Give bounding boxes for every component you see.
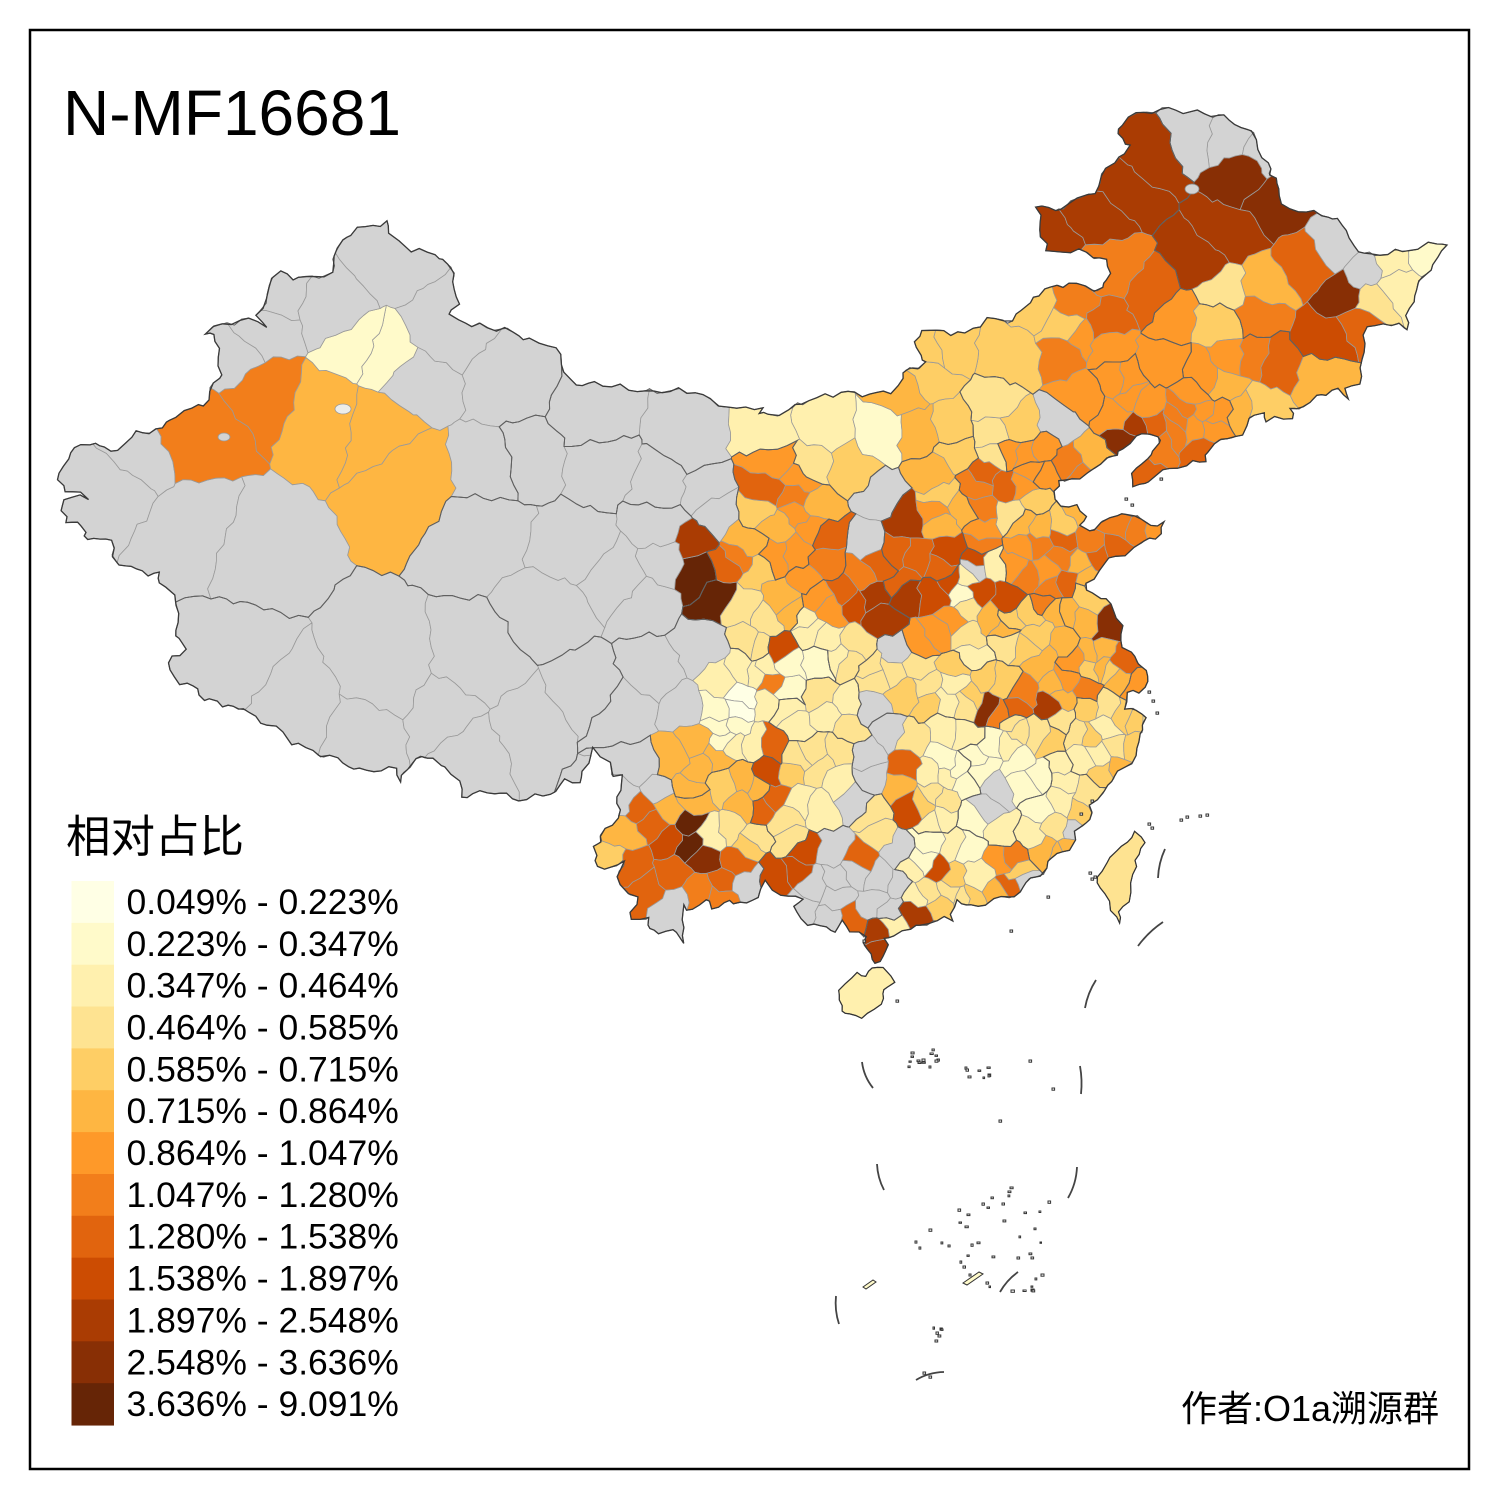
svg-text:0.585% - 0.715%: 0.585% - 0.715% <box>127 1049 399 1089</box>
svg-text:2.548% - 3.636%: 2.548% - 3.636% <box>127 1342 399 1382</box>
svg-text:1.280% - 1.538%: 1.280% - 1.538% <box>127 1217 399 1257</box>
svg-text:1.047% - 1.280%: 1.047% - 1.280% <box>127 1175 399 1215</box>
svg-text:0.049% - 0.223%: 0.049% - 0.223% <box>127 882 399 922</box>
svg-text:0.223% - 0.347%: 0.223% - 0.347% <box>127 924 399 964</box>
svg-text:0.464% - 0.585%: 0.464% - 0.585% <box>127 1008 399 1048</box>
svg-text:相对占比: 相对占比 <box>66 813 244 862</box>
svg-text:作者:O1a溯源群: 作者:O1a溯源群 <box>1181 1388 1439 1429</box>
svg-text:0.347% - 0.464%: 0.347% - 0.464% <box>127 966 399 1006</box>
svg-text:1.897% - 2.548%: 1.897% - 2.548% <box>127 1300 399 1340</box>
svg-text:1.538% - 1.897%: 1.538% - 1.897% <box>127 1259 399 1299</box>
svg-text:N-MF16681: N-MF16681 <box>63 77 401 149</box>
svg-text:3.636% - 9.091%: 3.636% - 9.091% <box>127 1384 399 1424</box>
svg-text:0.864% - 1.047%: 0.864% - 1.047% <box>127 1133 399 1173</box>
svg-text:0.715% - 0.864%: 0.715% - 0.864% <box>127 1091 399 1131</box>
